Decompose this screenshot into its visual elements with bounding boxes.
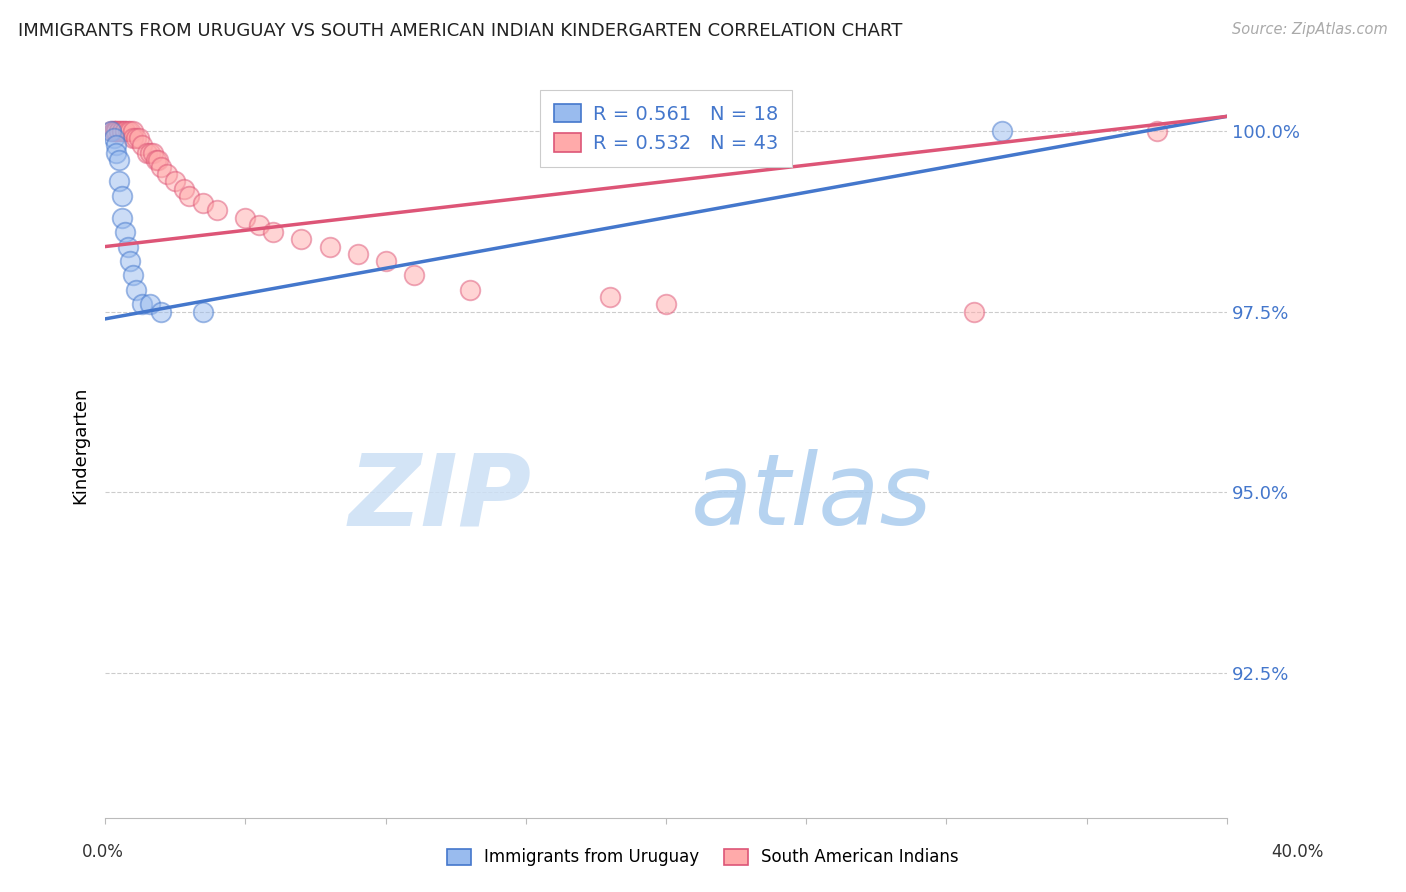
Point [173, 182, 195, 196]
Legend: R = 0.561   N = 18, R = 0.532   N = 43: R = 0.561 N = 18, R = 0.532 N = 43 [540, 90, 792, 167]
Point [111, 124, 134, 138]
Point [402, 268, 425, 283]
Point [108, 153, 131, 167]
Point [193, 196, 215, 211]
Point [100, 124, 122, 138]
Point [145, 153, 167, 167]
Text: IMMIGRANTS FROM URUGUAY VS SOUTH AMERICAN INDIAN KINDERGARTEN CORRELATION CHART: IMMIGRANTS FROM URUGUAY VS SOUTH AMERICA… [18, 22, 903, 40]
Point [117, 124, 139, 138]
Y-axis label: Kindergarten: Kindergarten [72, 387, 89, 504]
Point [108, 124, 131, 138]
Point [131, 297, 153, 311]
Point [150, 304, 173, 318]
Point [136, 145, 159, 160]
Text: 0.0%: 0.0% [82, 843, 124, 861]
Point [193, 304, 215, 318]
Point [105, 124, 128, 138]
Point [458, 283, 481, 297]
Point [111, 124, 134, 138]
Point [114, 124, 136, 138]
Point [165, 174, 187, 188]
Legend: Immigrants from Uruguay, South American Indians: Immigrants from Uruguay, South American … [441, 842, 965, 873]
Point [262, 225, 284, 239]
Point [1146, 124, 1168, 138]
Point [105, 124, 128, 138]
Point [235, 211, 257, 225]
Point [150, 160, 173, 174]
Text: atlas: atlas [690, 449, 932, 546]
Point [108, 124, 131, 138]
Point [122, 268, 145, 283]
Point [105, 145, 128, 160]
Point [963, 304, 986, 318]
Point [122, 131, 145, 145]
Point [125, 283, 148, 297]
Point [111, 211, 134, 225]
Point [120, 254, 142, 268]
Point [139, 145, 162, 160]
Point [114, 225, 136, 239]
Point [599, 290, 621, 304]
Point [120, 124, 142, 138]
Point [139, 297, 162, 311]
Point [103, 124, 125, 138]
Text: Source: ZipAtlas.com: Source: ZipAtlas.com [1232, 22, 1388, 37]
Point [156, 167, 179, 181]
Point [142, 145, 165, 160]
Point [290, 232, 312, 246]
Point [346, 247, 368, 261]
Point [122, 124, 145, 138]
Point [655, 297, 678, 311]
Point [105, 138, 128, 153]
Text: ZIP: ZIP [349, 449, 531, 546]
Point [117, 239, 139, 253]
Point [103, 124, 125, 138]
Point [100, 124, 122, 138]
Point [374, 254, 396, 268]
Point [125, 131, 148, 145]
Point [111, 189, 134, 203]
Point [108, 174, 131, 188]
Point [249, 218, 271, 232]
Point [991, 124, 1014, 138]
Point [131, 138, 153, 153]
Point [114, 124, 136, 138]
Text: 40.0%: 40.0% [1271, 843, 1324, 861]
Point [179, 189, 201, 203]
Point [103, 131, 125, 145]
Point [207, 203, 229, 218]
Point [128, 131, 150, 145]
Point [148, 153, 170, 167]
Point [318, 239, 340, 253]
